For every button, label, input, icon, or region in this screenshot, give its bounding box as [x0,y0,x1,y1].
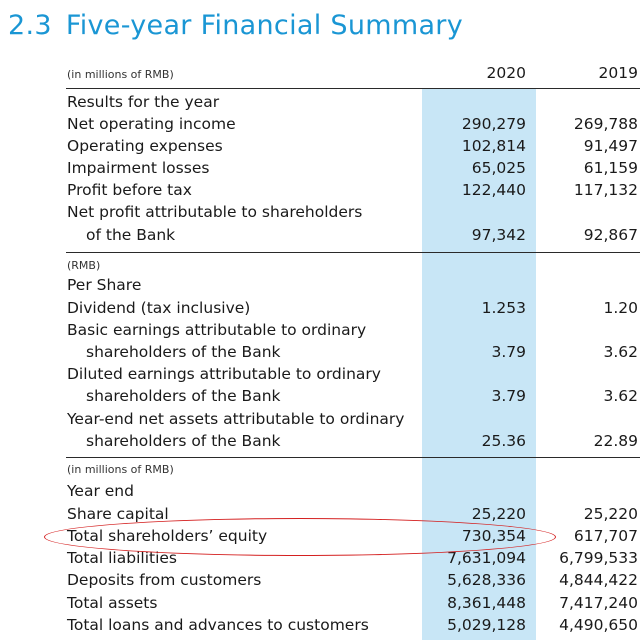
row-label: Deposits from customers [67,571,262,589]
section-heading-text: Per Share [67,276,142,294]
table-row: Total liabilities 7,631,094 6,799,533 [0,547,640,569]
page-title: 2.3 Five-year Financial Summary [8,10,463,41]
divider [66,88,640,89]
table-row: Deposits from customers 5,628,336 4,844,… [0,569,640,591]
section-heading-results: Results for the year [0,91,640,113]
value-2019: 7,417,240 [559,594,638,612]
row-label: Operating expenses [67,137,223,155]
value-2020: 5,628,336 [447,571,526,589]
table-row: Share capital 25,220 25,220 [0,503,640,525]
value-2019: 61,159 [583,159,638,177]
value-2020: 8,361,448 [447,594,526,612]
value-2019: 617,707 [573,527,638,545]
section-heading-year-end: Year end [0,480,640,502]
value-2020: 3.79 [491,343,526,361]
year-end-unit-label: (in millions of RMB) [67,463,174,476]
value-2019: 1.20 [603,299,638,317]
value-2019: 4,844,422 [559,571,638,589]
table-row: Net profit attributable to shareholders [0,201,640,223]
table-row: Diluted earnings attributable to ordinar… [0,363,640,385]
value-2020: 25,220 [471,505,526,523]
value-2019: 4,490,650 [559,616,638,634]
table-row: shareholders of the Bank 25.36 22.89 [0,430,640,452]
value-2020: 3.79 [491,387,526,405]
value-2019: 3.62 [603,387,638,405]
row-label: Year-end net assets attributable to ordi… [67,410,405,428]
value-2019: 3.62 [603,343,638,361]
divider [66,252,640,253]
table-row: Total assets 8,361,448 7,417,240 [0,592,640,614]
value-2019: 91,497 [583,137,638,155]
table-row: shareholders of the Bank 3.79 3.62 [0,341,640,363]
section-number: 2.3 [8,10,52,41]
section-heading-per-share: Per Share [0,274,640,296]
red-ellipse-annotation [44,518,556,556]
table-row: Net operating income 290,279 269,788 [0,113,640,135]
row-label: shareholders of the Bank [86,387,281,405]
section-heading-text: Results for the year [67,93,220,111]
row-label: Impairment losses [67,159,210,177]
table-row: of the Bank 97,342 92,867 [0,224,640,246]
table-row: Year-end net assets attributable to ordi… [0,408,640,430]
value-2020: 65,025 [471,159,526,177]
value-2019: 22.89 [593,432,638,450]
table-row: shareholders of the Bank 3.79 3.62 [0,385,640,407]
header-unit-label: (in millions of RMB) [67,68,174,81]
row-label: shareholders of the Bank [86,343,281,361]
row-label: Share capital [67,505,169,523]
table-row: Basic earnings attributable to ordinary [0,319,640,341]
row-label: Basic earnings attributable to ordinary [67,321,367,339]
value-2020: 5,029,128 [447,616,526,634]
value-2019: 269,788 [573,115,638,133]
value-2020: 7,631,094 [447,549,526,567]
row-label: Profit before tax [67,181,192,199]
value-2020: 1.253 [481,299,526,317]
row-label: shareholders of the Bank [86,432,281,450]
value-2020: 97,342 [471,226,526,244]
value-2020: 290,279 [461,115,526,133]
column-header-2019: 2019 [598,64,638,82]
value-2020: 102,814 [461,137,526,155]
value-2019: 25,220 [583,505,638,523]
table-row: Dividend (tax inclusive) 1.253 1.20 [0,297,640,319]
table-row: Operating expenses 102,814 91,497 [0,135,640,157]
row-label: Dividend (tax inclusive) [67,299,251,317]
row-label: Total liabilities [67,549,177,567]
table-row: Total loans and advances to customers 5,… [0,614,640,636]
row-label: Diluted earnings attributable to ordinar… [67,365,381,383]
row-label: of the Bank [86,226,176,244]
table-row: Impairment losses 65,025 61,159 [0,157,640,179]
row-label: Total loans and advances to customers [67,616,369,634]
value-2019: 117,132 [573,181,638,199]
value-2020: 25.36 [481,432,526,450]
section-heading-text: Year end [67,482,134,500]
row-label: Total assets [67,594,158,612]
per-share-unit-label: (RMB) [67,259,101,272]
value-2019: 92,867 [583,226,638,244]
value-2019: 6,799,533 [559,549,638,567]
column-header-2020: 2020 [486,64,526,82]
section-title: Five-year Financial Summary [65,10,463,41]
value-2020: 122,440 [461,181,526,199]
table-row: Profit before tax 122,440 117,132 [0,179,640,201]
row-label: Net operating income [67,115,236,133]
row-label: Net profit attributable to shareholders [67,203,363,221]
divider [66,457,640,458]
